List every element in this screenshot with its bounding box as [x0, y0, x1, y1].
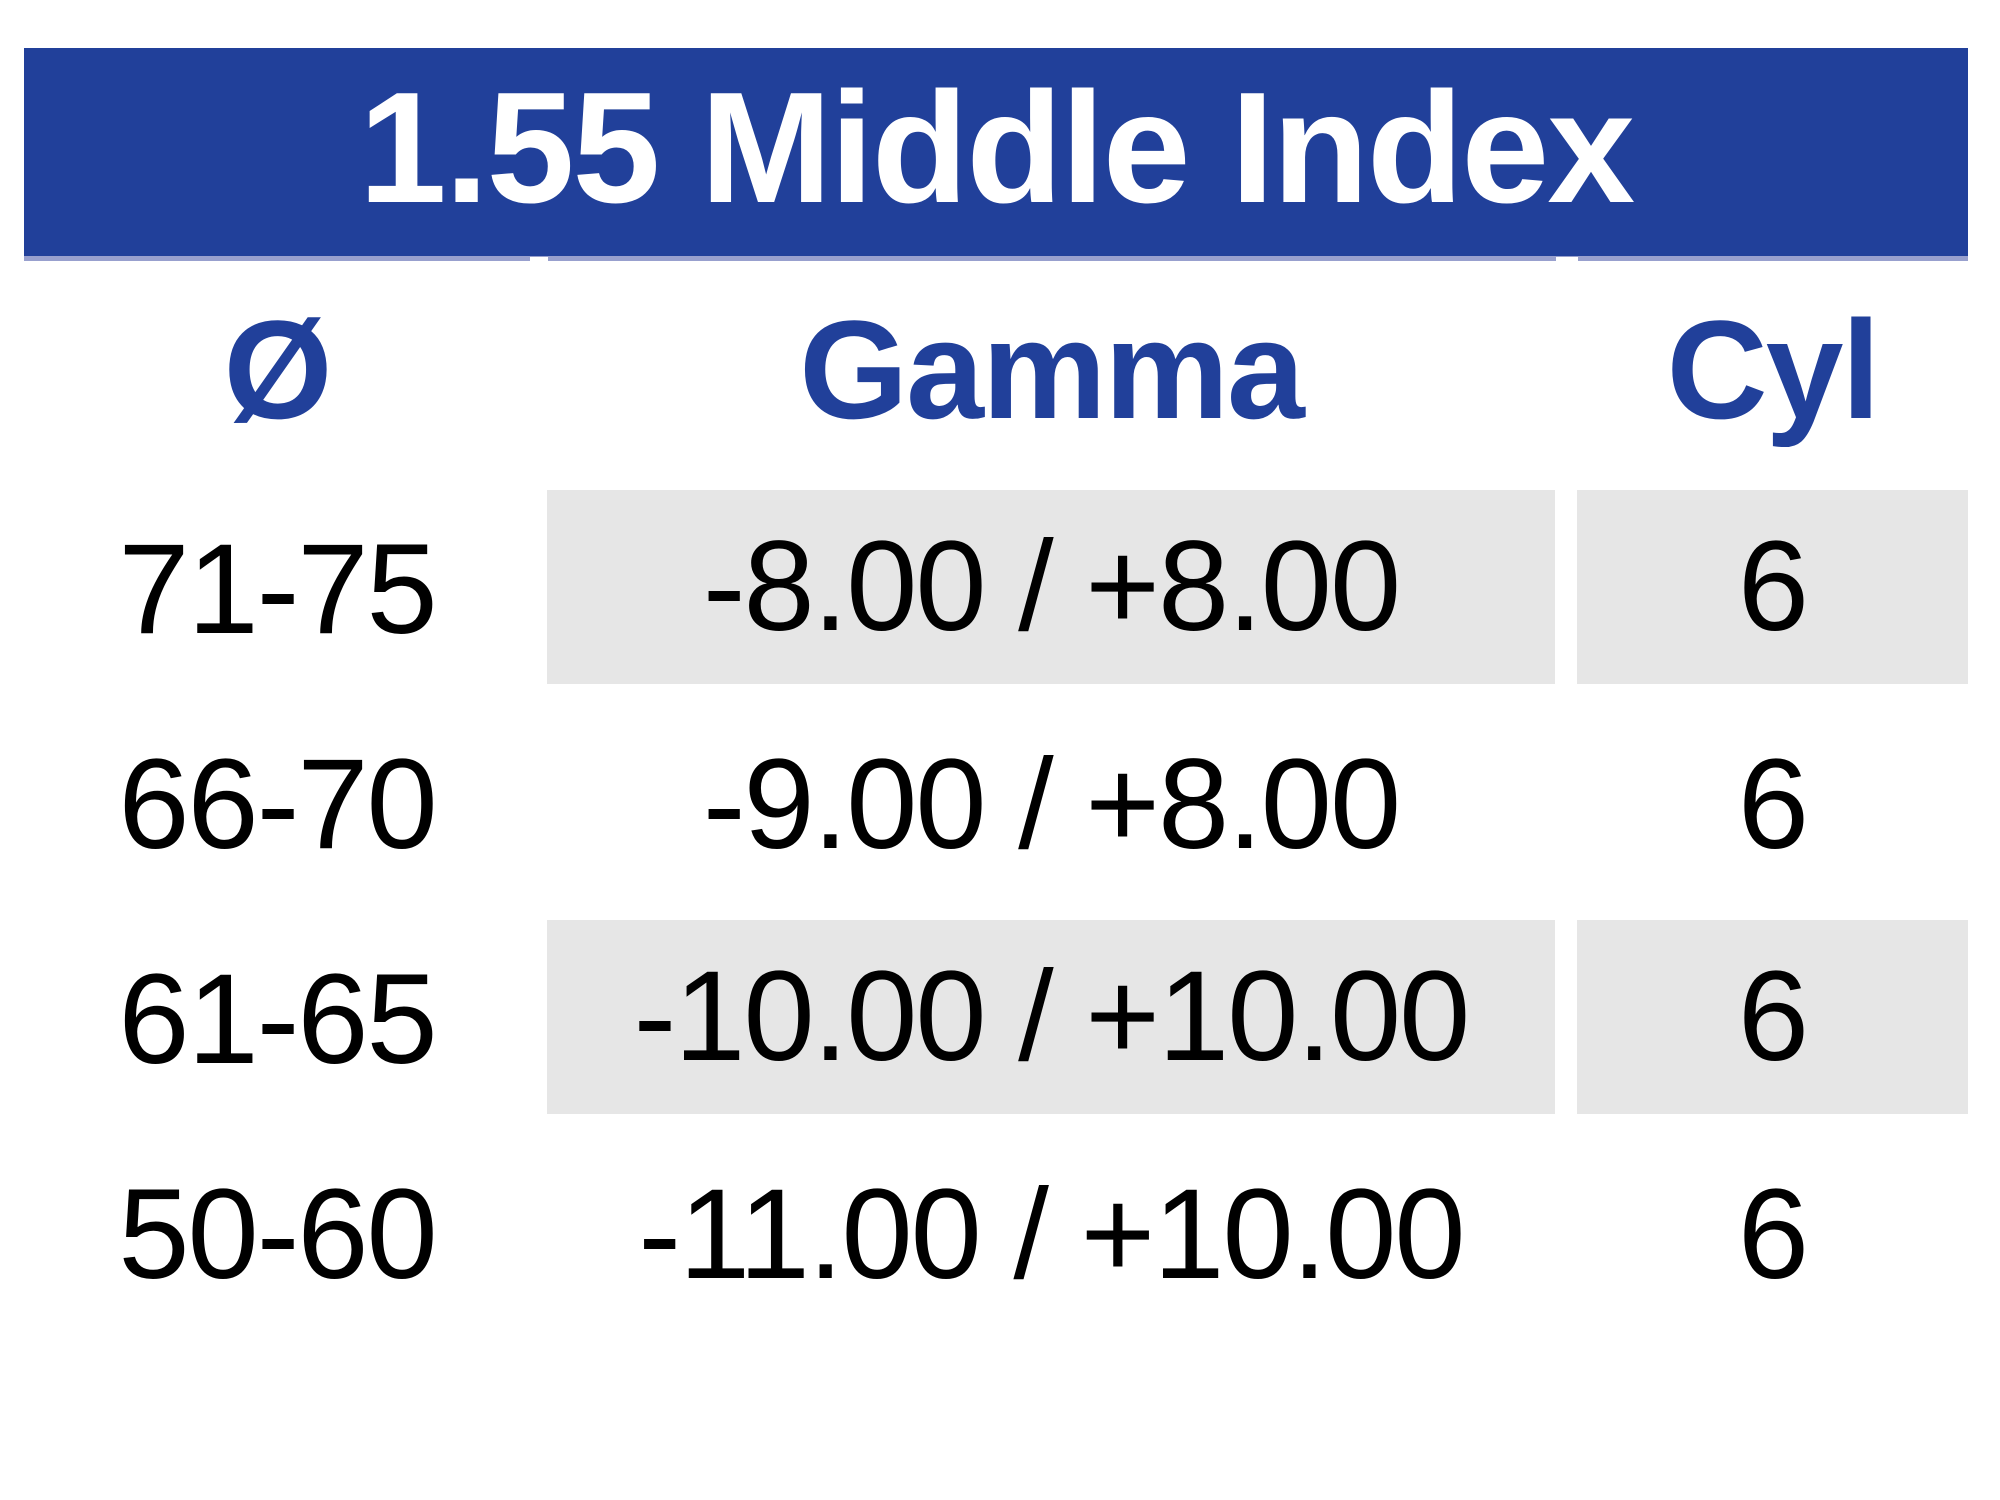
cyl-cell: 6 — [1577, 920, 1968, 1114]
column-header-cyl: Cyl — [1666, 291, 1881, 448]
gamma-cell: -10.00 / +10.00 — [547, 920, 1555, 1114]
column-gap — [530, 482, 547, 697]
column-gap — [530, 912, 547, 1127]
diameter-cell: 61-65 — [118, 947, 437, 1091]
gamma-cell: -9.00 / +8.00 — [702, 732, 1401, 876]
column-gap — [1555, 912, 1577, 1127]
column-gap — [1555, 697, 1577, 912]
diameter-cell: 66-70 — [118, 732, 437, 876]
column-gap — [530, 288, 547, 452]
cyl-cell: 6 — [1577, 490, 1968, 684]
column-header-diameter: Ø — [223, 291, 333, 448]
column-header-gamma: Gamma — [799, 291, 1305, 448]
banner-edge-notch-1 — [530, 257, 548, 266]
gamma-cell: -8.00 / +8.00 — [547, 490, 1555, 684]
diameter-cell: 50-60 — [118, 1162, 437, 1306]
table-body: 71-75 -8.00 / +8.00 6 66-70 -9.00 / +8.0… — [0, 482, 2000, 1342]
table-row: 71-75 -8.00 / +8.00 6 — [24, 482, 1968, 697]
table-row: 50-60 -11.00 / +10.00 6 — [24, 1127, 1968, 1342]
column-gap — [1555, 482, 1577, 697]
banner-edge-notch-2 — [1556, 257, 1578, 266]
column-gap — [1555, 288, 1577, 452]
diameter-cell: 71-75 — [118, 517, 437, 661]
column-gap — [1555, 1127, 1577, 1342]
table-row: 61-65 -10.00 / +10.00 6 — [24, 912, 1968, 1127]
cyl-cell: 6 — [1737, 732, 1809, 876]
page-title: 1.55 Middle Index — [358, 60, 1635, 236]
table-row: 66-70 -9.00 / +8.00 6 — [24, 697, 1968, 912]
cyl-cell: 6 — [1737, 1162, 1809, 1306]
gamma-cell: -11.00 / +10.00 — [638, 1162, 1465, 1306]
column-gap — [530, 697, 547, 912]
column-gap — [530, 1127, 547, 1342]
table-header-row: Ø Gamma Cyl — [24, 288, 1968, 452]
title-banner: 1.55 Middle Index — [24, 48, 1968, 261]
